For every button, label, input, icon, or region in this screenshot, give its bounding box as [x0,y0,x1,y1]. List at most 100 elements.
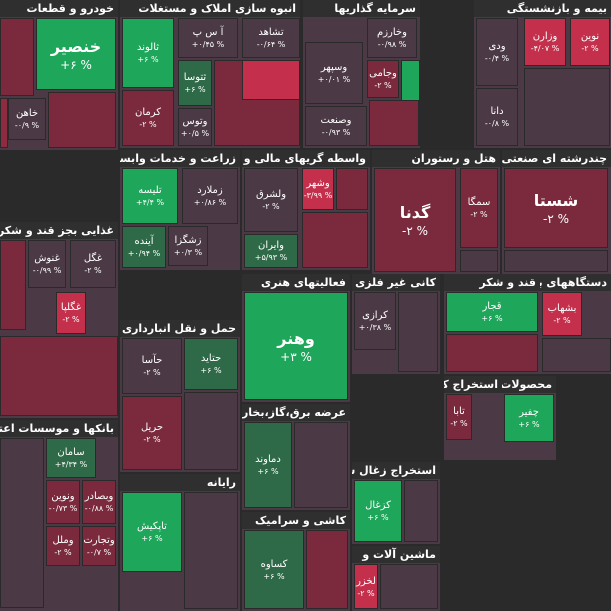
tile-filler [294,422,348,508]
tile-filler [0,18,34,96]
tile[interactable]: خاهن -۰/۹ % [8,98,46,140]
tile-filler [380,564,438,609]
sector: هتل و رستوران گدنا -۲ % سمگا -۲ % [372,150,500,274]
tile-change: -۲ % [450,419,468,428]
tile[interactable]: وتجارت -۰/۷ % [82,526,116,566]
tile-change: -۲ % [470,210,488,219]
tile[interactable]: شستا -۲ % [504,168,608,248]
tile[interactable]: حریل -۲ % [122,396,182,470]
tile-symbol: غگل [83,253,103,264]
tile[interactable]: خنصیر +۶ % [36,18,116,90]
tile[interactable]: غنوش -۰/۹۹ % [28,240,66,288]
sector: خودرو و قطعات خنصیر +۶ % خاهن -۰/۹ % [0,0,118,150]
tile[interactable]: غگل -۲ % [70,240,116,288]
tile-change: -۰/۴ % [484,54,510,63]
tile[interactable]: آ س پ +۰/۴۵ % [178,18,238,58]
tile-symbol: تاپکیش [137,521,167,532]
tile-change: +۶ % [137,55,159,64]
tile[interactable]: قجار +۶ % [446,292,538,332]
tile[interactable]: تاپکیش +۶ % [122,492,182,572]
tile-change: +۶ % [60,57,92,72]
tile[interactable]: زشگزا +۰/۳ % [168,226,208,266]
tile-symbol: دماوند [255,454,281,465]
tile-symbol: وخارزم [377,27,407,38]
tile-filler [504,250,608,272]
tile[interactable]: وجامی -۲ % [367,60,399,98]
tile-symbol: تابا [453,406,465,417]
tile-symbol: کرازی [362,310,388,321]
tile[interactable]: ودی -۰/۴ % [476,18,518,86]
tile-change: -۲ % [581,44,599,53]
tile[interactable]: کزغال +۶ % [354,480,402,542]
tile[interactable]: وملل -۲ % [46,526,80,566]
tile-filler [0,438,44,608]
tile-symbol: خنصیر [50,36,102,56]
tile[interactable]: دماوند +۶ % [244,422,292,508]
tile[interactable]: کرمان -۲ % [122,90,174,146]
tile[interactable]: تلیسه +۴/۴ % [122,168,178,224]
tile-change: +۶ % [367,513,389,522]
tile-filler [542,338,611,372]
tile[interactable]: ثتوسا +۶ % [178,60,212,106]
tile-symbol: وتجارت [83,535,115,546]
tile[interactable]: دانا -۰/۸ % [476,88,518,146]
tile[interactable]: سامان +۴/۳۴ % [46,438,96,478]
tile-change: +۰/۸۶ % [193,198,227,207]
tile[interactable]: حتاید +۶ % [184,338,238,390]
sector: محصولات چفیر +۶ % [502,376,556,460]
sector-title: فعالیتهای هنری [242,274,350,291]
tile[interactable]: زملارد +۰/۸۶ % [182,168,238,224]
tile[interactable]: غگلپا -۲ % [56,292,86,334]
tile[interactable]: وزارن -۴/۰۷ % [524,18,566,66]
tile-change: +۰/۳ % [173,248,203,257]
tile-change: -۰/۹ % [14,121,40,130]
tile[interactable]: تشاهد -۰/۶۴ % [242,18,300,58]
sector-title: محصولات [502,376,556,393]
tile[interactable]: آینده +۰/۹۴ % [122,226,166,268]
sector: رایانه تاپکیش +۶ % [120,474,240,611]
tile[interactable]: تابا -۲ % [446,394,472,440]
tile-change: -۳/۹۹ % [303,191,333,200]
tile[interactable]: کرازی +۰/۳۸ % [354,292,396,350]
tile[interactable]: لخزر -۲ % [354,564,378,609]
tile[interactable]: وصنعت -۰/۹۳ % [305,106,367,146]
tile[interactable]: وبصادر -۰/۸۸ % [82,480,116,524]
tile-change: -۰/۹۸ % [377,40,407,49]
tile-change: -۰/۷۳ % [48,504,78,513]
tile[interactable]: ونوین -۰/۷۳ % [46,480,80,524]
tile-symbol: نوین [580,31,600,42]
tile[interactable]: سمگا -۲ % [460,168,498,248]
tile[interactable]: وهنر +۳ % [244,292,348,400]
tile-symbol: غگلپا [60,302,82,313]
tile-change: +۰/۹۴ % [127,249,161,258]
tile-change: +۰/۰۱ % [317,75,351,84]
tile[interactable]: حآسا -۲ % [122,338,182,394]
sector: انبوه سازی املاک و مستغلات ثالوند +۶ % آ س … [120,0,300,148]
tile[interactable]: وخارزم -۰/۹۸ % [367,18,417,58]
tile[interactable]: وایران +۵/۹۳ % [244,234,298,268]
tile-symbol: بشهاب [547,303,577,314]
tile-filler [184,492,238,609]
tile[interactable]: ولشرق -۲ % [244,168,298,232]
tile-filler [369,100,419,146]
tile[interactable]: وشهر -۳/۹۹ % [302,168,334,210]
tile-change: +۴/۴ % [135,198,165,207]
tile-change: +۳ % [280,349,312,364]
tile[interactable]: نوین -۲ % [570,18,610,66]
tile[interactable]: وتوس +۰/۵ % [178,108,212,146]
sector-title: دستگاههای برق [540,274,611,291]
sector: استخراج زغال سنگ کزغال +۶ % [352,462,440,544]
tile[interactable]: چفیر +۶ % [504,394,554,442]
sector-title: غذایی بجز قند و شکر [0,222,118,239]
tile-change: -۲ % [62,315,80,324]
sector-title: خودرو و قطعات [0,0,118,17]
sector: واسطه گریهای مالی و پولی ولشرق -۲ % وشهر -۳/… [242,150,370,270]
tile-symbol: وشهر [306,178,330,189]
tile[interactable]: کساوه +۶ % [244,530,304,609]
tile[interactable]: گدنا -۲ % [374,168,456,272]
tile[interactable]: ثالوند +۶ % [122,18,174,88]
tile-symbol: حریل [140,422,164,433]
sector-title: ماشین آلات و [352,546,440,563]
tile[interactable]: وسپهر +۰/۰۱ % [305,42,363,104]
tile[interactable]: بشهاب -۲ % [542,292,582,336]
